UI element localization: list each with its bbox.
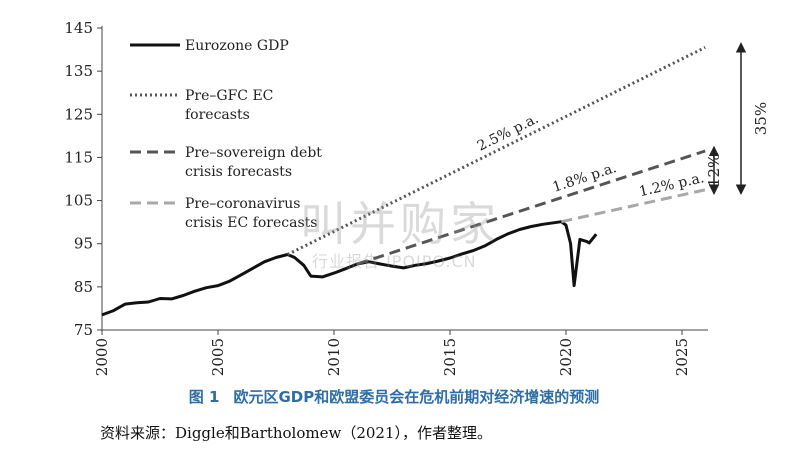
x-tick-label: 2010: [325, 338, 343, 376]
x-tick-label: 2015: [441, 338, 459, 376]
y-tick-label: 75: [74, 321, 93, 339]
figure-source: 资料来源：Diggle和Bartholomew（2021），作者整理。: [100, 424, 493, 442]
y-tick-label: 95: [74, 235, 93, 253]
legend-label-3: Pre–coronavirus: [185, 196, 300, 212]
series-line-3: [561, 188, 706, 224]
gdp-forecast-chart: 75 85 95 105 115 125 135 145 2000 2005 2010 2015 202…: [64, 19, 770, 376]
figure-caption: 图 1 欧元区GDP和欧盟委员会在危机前期对经济增速的预测: [0, 386, 788, 407]
y-tick-label: 85: [74, 278, 93, 296]
series-line-2: [356, 149, 706, 266]
y-tick-label: 145: [64, 19, 93, 37]
y-tick-label: 135: [64, 62, 93, 80]
legend-label-1: forecasts: [185, 107, 250, 123]
legend-label-1: Pre–GFC EC: [185, 88, 273, 104]
figure-caption-text: 欧元区GDP和欧盟委员会在危机前期对经济增速的预测: [233, 388, 600, 406]
x-tick-label: 2020: [557, 338, 575, 376]
legend-label-2: Pre–sovereign debt: [185, 145, 322, 161]
y-tick-label: 115: [64, 148, 93, 166]
y-tick-label: 125: [64, 105, 93, 123]
y-tick-label: 105: [64, 192, 93, 210]
x-tick-label: 2025: [673, 338, 691, 376]
series-line-0: [101, 220, 598, 317]
rate-annotation-2: 1.2% p.a.: [638, 170, 706, 200]
x-tick-label: 2005: [209, 338, 227, 376]
rate-annotation-0: 2.5% p.a.: [475, 111, 541, 155]
figure-number: 图 1: [188, 388, 220, 406]
gap-label-0: 12%: [705, 154, 723, 187]
x-tick-label: 2000: [93, 338, 111, 376]
gap-label-1: 35%: [752, 102, 770, 135]
legend-label-3: crisis EC forecasts: [185, 215, 317, 231]
series-line-1: [286, 46, 706, 256]
legend-label-0: Eurozone GDP: [185, 38, 289, 54]
legend-label-2: crisis forecasts: [185, 164, 292, 180]
